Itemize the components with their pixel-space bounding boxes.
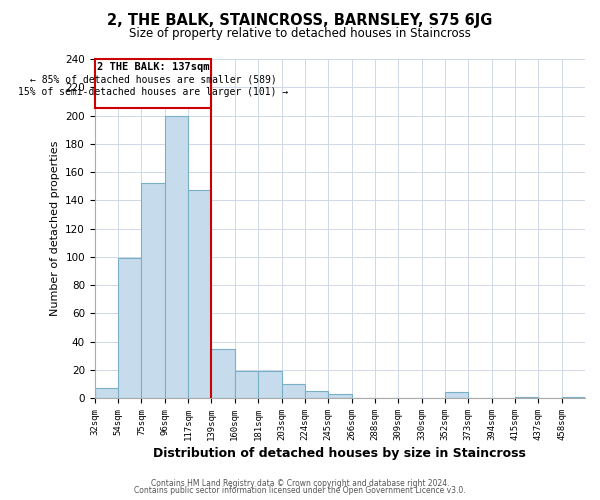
Bar <box>328 394 352 398</box>
Text: Contains public sector information licensed under the Open Government Licence v3: Contains public sector information licen… <box>134 486 466 495</box>
Bar <box>305 391 328 398</box>
Bar <box>562 396 585 398</box>
Bar <box>281 384 305 398</box>
Bar <box>258 371 281 398</box>
X-axis label: Distribution of detached houses by size in Staincross: Distribution of detached houses by size … <box>154 447 526 460</box>
Bar <box>445 392 468 398</box>
Bar <box>118 258 142 398</box>
Text: Size of property relative to detached houses in Staincross: Size of property relative to detached ho… <box>129 28 471 40</box>
Text: 15% of semi-detached houses are larger (101) →: 15% of semi-detached houses are larger (… <box>18 88 288 98</box>
Text: ← 85% of detached houses are smaller (589): ← 85% of detached houses are smaller (58… <box>30 74 277 85</box>
Bar <box>515 396 538 398</box>
Bar <box>188 190 211 398</box>
Bar <box>95 59 211 108</box>
Bar <box>95 388 118 398</box>
Bar <box>142 184 165 398</box>
Bar <box>211 348 235 398</box>
Bar <box>165 116 188 398</box>
Bar <box>235 371 258 398</box>
Y-axis label: Number of detached properties: Number of detached properties <box>50 141 60 316</box>
Text: Contains HM Land Registry data © Crown copyright and database right 2024.: Contains HM Land Registry data © Crown c… <box>151 478 449 488</box>
Text: 2 THE BALK: 137sqm: 2 THE BALK: 137sqm <box>97 62 209 72</box>
Text: 2, THE BALK, STAINCROSS, BARNSLEY, S75 6JG: 2, THE BALK, STAINCROSS, BARNSLEY, S75 6… <box>107 12 493 28</box>
